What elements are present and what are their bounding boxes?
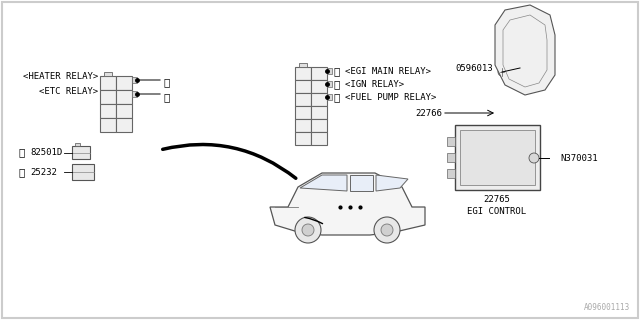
Bar xyxy=(327,68,332,74)
Text: ①: ① xyxy=(18,147,24,157)
Circle shape xyxy=(529,153,539,163)
Bar xyxy=(295,93,311,106)
Circle shape xyxy=(498,68,506,76)
Bar xyxy=(295,119,311,132)
Bar xyxy=(299,63,307,67)
Bar xyxy=(116,118,132,132)
Bar xyxy=(311,93,327,106)
Bar xyxy=(311,132,327,145)
Bar xyxy=(100,76,116,90)
Bar xyxy=(311,106,327,119)
Circle shape xyxy=(295,217,321,243)
Bar xyxy=(116,76,132,90)
Bar xyxy=(72,146,90,159)
Text: 0596013: 0596013 xyxy=(455,63,493,73)
Text: A096001113: A096001113 xyxy=(584,303,630,312)
Bar xyxy=(311,119,327,132)
Text: 25232: 25232 xyxy=(30,167,57,177)
Bar xyxy=(72,164,94,180)
Bar xyxy=(447,137,455,146)
Bar xyxy=(295,67,311,80)
Bar xyxy=(447,169,455,178)
Polygon shape xyxy=(270,173,425,235)
Bar xyxy=(311,67,327,80)
Circle shape xyxy=(381,224,393,236)
Bar xyxy=(327,94,332,100)
Circle shape xyxy=(302,224,314,236)
Text: ②: ② xyxy=(333,79,339,89)
Text: ①: ① xyxy=(163,92,169,102)
Bar xyxy=(295,132,311,145)
Text: <HEATER RELAY>: <HEATER RELAY> xyxy=(23,72,98,81)
Bar xyxy=(311,80,327,93)
Bar xyxy=(447,153,455,162)
Bar xyxy=(75,143,80,146)
Bar xyxy=(100,104,116,118)
Bar xyxy=(295,80,311,93)
Text: ②: ② xyxy=(333,92,339,102)
Text: ①: ① xyxy=(163,77,169,87)
Text: EGI CONTROL: EGI CONTROL xyxy=(467,207,527,217)
Circle shape xyxy=(374,217,400,243)
Bar xyxy=(132,91,137,97)
Text: ②: ② xyxy=(18,167,24,177)
Text: 22765: 22765 xyxy=(484,196,511,204)
Bar xyxy=(116,104,132,118)
Polygon shape xyxy=(495,5,555,95)
Bar xyxy=(327,81,332,87)
Text: <ETC RELAY>: <ETC RELAY> xyxy=(39,87,98,96)
Text: 82501D: 82501D xyxy=(30,148,62,156)
Bar xyxy=(132,77,137,83)
Bar xyxy=(104,72,112,76)
Text: 22766: 22766 xyxy=(415,108,442,117)
Text: N370031: N370031 xyxy=(560,154,598,163)
Bar xyxy=(455,125,540,190)
Text: ②: ② xyxy=(333,66,339,76)
Bar xyxy=(295,106,311,119)
Bar xyxy=(460,130,535,185)
Polygon shape xyxy=(350,175,373,191)
Bar xyxy=(100,90,116,104)
Bar xyxy=(100,118,116,132)
Text: <IGN RELAY>: <IGN RELAY> xyxy=(345,79,404,89)
Polygon shape xyxy=(376,175,408,191)
Text: <EGI MAIN RELAY>: <EGI MAIN RELAY> xyxy=(345,67,431,76)
Bar xyxy=(116,90,132,104)
Text: <FUEL PUMP RELAY>: <FUEL PUMP RELAY> xyxy=(345,92,436,101)
Polygon shape xyxy=(300,175,347,191)
